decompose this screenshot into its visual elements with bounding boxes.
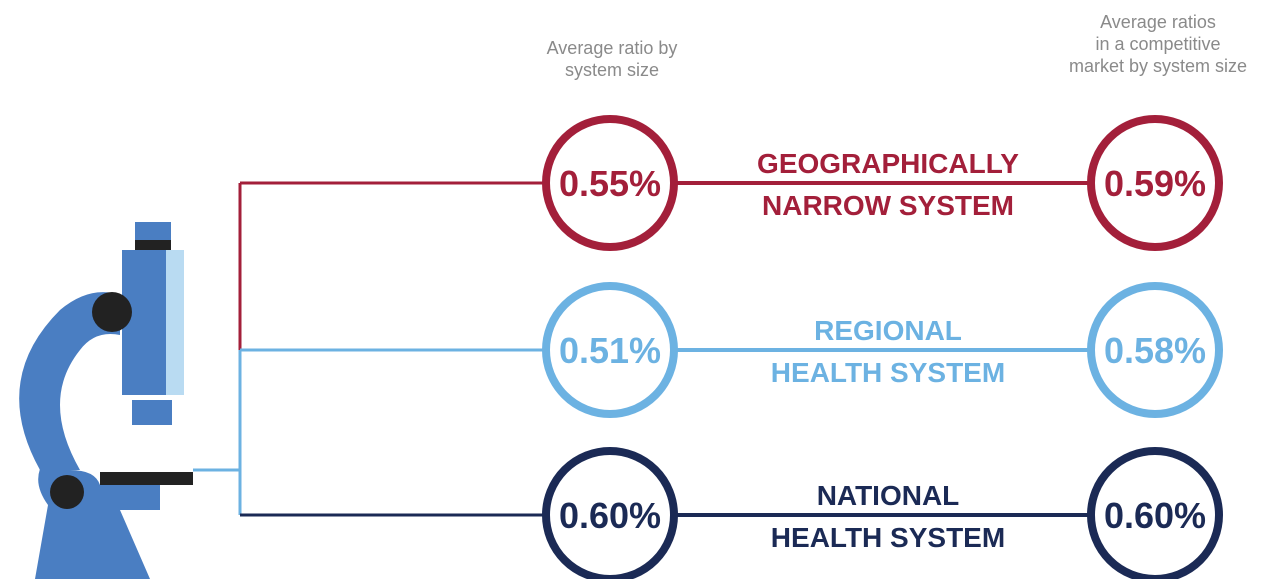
ratio-value: 0.51% <box>559 330 661 371</box>
ratio-value: 0.58% <box>1104 330 1206 371</box>
system-label: HEALTH SYSTEM <box>771 357 1005 388</box>
system-label: HEALTH SYSTEM <box>771 522 1005 553</box>
column-header: Average ratios <box>1100 12 1216 32</box>
column-header: market by system size <box>1069 56 1247 76</box>
system-label: NARROW SYSTEM <box>762 190 1014 221</box>
column-header: system size <box>565 60 659 80</box>
ratio-value: 0.60% <box>1104 495 1206 536</box>
system-label: REGIONAL <box>814 315 962 346</box>
system-label: NATIONAL <box>817 480 960 511</box>
infographic: Average ratio bysystem size Average ratio… <box>0 0 1280 579</box>
column-header: in a competitive <box>1095 34 1220 54</box>
ratio-value: 0.55% <box>559 163 661 204</box>
ratio-value: 0.59% <box>1104 163 1206 204</box>
column-header: Average ratio by <box>547 38 678 58</box>
system-label: GEOGRAPHICALLY <box>757 148 1019 179</box>
ratio-value: 0.60% <box>559 495 661 536</box>
microscope <box>19 222 193 579</box>
